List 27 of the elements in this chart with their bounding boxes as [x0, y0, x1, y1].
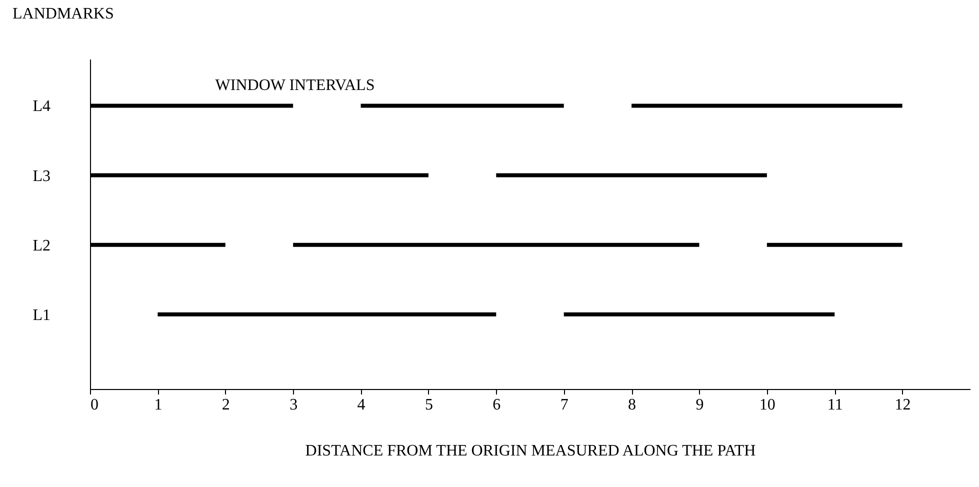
x-tick-label: 12 [894, 396, 911, 414]
x-tick-label: 9 [696, 396, 704, 414]
bar [564, 312, 835, 316]
x-tick-label: 10 [759, 396, 776, 414]
x-tick-label: 3 [290, 396, 298, 414]
y-tick-label: L4 [32, 98, 50, 116]
x-axis-title: DISTANCE FROM THE ORIGIN MEASURED ALONG THE PATH [305, 442, 756, 460]
bar [766, 242, 902, 247]
x-tick-label: 8 [628, 396, 636, 414]
x-tick-label: 7 [560, 396, 568, 414]
y-tick-label: L1 [32, 306, 50, 324]
y-axis-title: LANDMARKS [12, 6, 114, 22]
x-tick-label: 11 [827, 396, 843, 414]
text: WINDOW INTERVALS [215, 77, 375, 94]
bar [158, 312, 496, 316]
x-tick-label: 1 [154, 396, 162, 414]
y-tick-label: L3 [32, 168, 50, 185]
bar [293, 242, 700, 247]
bar [496, 173, 767, 178]
y-tick-label: L2 [32, 237, 50, 254]
x-tick-label: 2 [222, 396, 230, 414]
bar [632, 104, 902, 108]
x-tick-label: 0 [90, 396, 98, 414]
bar [360, 104, 564, 108]
x-tick-label: 4 [357, 396, 366, 414]
x-tick-label: 5 [424, 396, 433, 414]
x-tick-label: 6 [492, 396, 501, 414]
